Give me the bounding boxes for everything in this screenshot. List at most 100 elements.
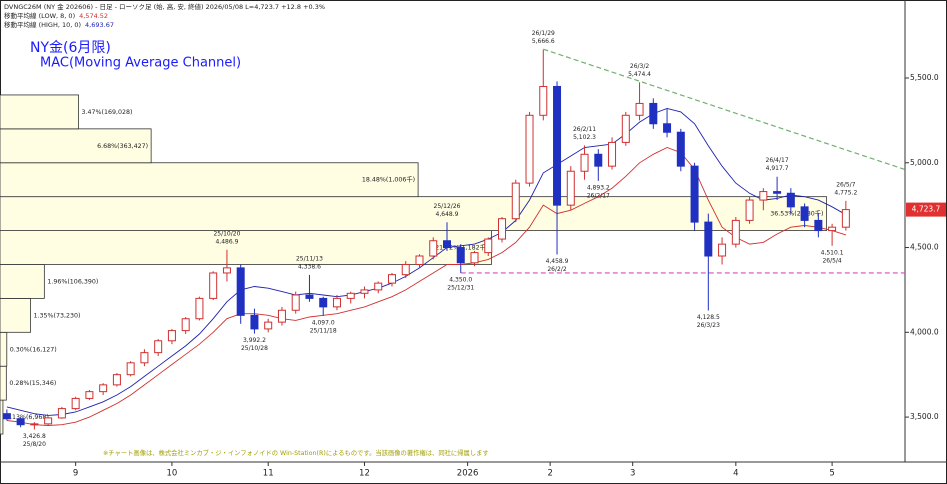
- candle-body: [759, 191, 768, 201]
- candle-body: [181, 318, 190, 332]
- volume-bar: [0, 196, 827, 231]
- candle-body: [2, 413, 11, 420]
- candle-body: [71, 397, 80, 410]
- candle-body: [305, 294, 314, 299]
- candle-body: [731, 219, 740, 245]
- candle-body: [99, 384, 108, 393]
- candle-body: [250, 314, 259, 330]
- annotation-value: 4,775.2: [834, 189, 857, 196]
- annotation-date: 25/10/20: [213, 230, 240, 237]
- candle-body: [718, 243, 727, 257]
- candle-body: [126, 362, 135, 376]
- volume-bar: [0, 365, 7, 401]
- x-tick-label: 2026: [457, 469, 479, 479]
- chart-title: NY金(6月限): [30, 40, 111, 56]
- candle-body: [264, 321, 273, 330]
- candle-body: [553, 85, 562, 206]
- candle-body: [621, 114, 630, 143]
- legend-value: 4,574.52: [79, 12, 108, 20]
- volume-bar: [0, 162, 419, 198]
- candle-body: [195, 297, 204, 320]
- candle-body: [291, 294, 300, 311]
- candle-body: [786, 192, 795, 208]
- y-tick-label: 4,000.0: [910, 327, 939, 336]
- candle-body: [222, 267, 231, 274]
- annotation-value: 4,458.9: [546, 258, 569, 265]
- annotation-date: 25/11/13: [296, 255, 323, 262]
- legend-entry: 移動平均線 (HIGH, 10, 0) 4,693.67: [4, 20, 114, 29]
- candle-body: [511, 182, 520, 220]
- candle-body: [566, 170, 575, 206]
- volume-label: 0.13%(6,968): [6, 414, 49, 421]
- annotation-date: 26/5/7: [836, 181, 855, 188]
- candle-body: [209, 272, 218, 299]
- annotation-value: 4,510.1: [821, 249, 844, 256]
- candle-body: [649, 102, 658, 125]
- header: DVNGC26M (NY 金 202606) - 日足 - ローソク足 (始, …: [4, 2, 325, 11]
- ma-line: [6, 108, 847, 416]
- x-tick-label: 9: [73, 469, 78, 479]
- candle-body: [16, 418, 25, 426]
- candle-body: [429, 240, 438, 257]
- candle-body: [456, 247, 465, 264]
- annotation-value: 4,350.0: [449, 276, 472, 283]
- annotation-value: 3,992.2: [243, 337, 266, 344]
- candle-body: [360, 289, 369, 294]
- candle-body: [539, 85, 548, 116]
- annotation-date: 26/4/17: [766, 157, 789, 164]
- volume-bar: [0, 94, 79, 130]
- candle-body: [236, 267, 245, 316]
- annotation-date: 26/2/11: [573, 126, 596, 133]
- candle-body: [841, 209, 850, 228]
- annotation-value: 4,893.2: [587, 184, 610, 191]
- candle-body: [635, 102, 644, 116]
- annotation-date: 25/11/18: [310, 327, 337, 334]
- legend-entry: 移動平均線 (LOW, 8, 0) 4,574.52: [4, 11, 108, 20]
- annotation-value: 4,338.6: [298, 263, 321, 270]
- annotation-date: 26/2/17: [587, 192, 610, 199]
- volume-bar: [0, 399, 4, 435]
- candle-body: [85, 391, 94, 399]
- candle-body: [828, 226, 837, 232]
- volume-label: 0.28%(15,346): [9, 380, 56, 387]
- annotation-value: 4,486.9: [215, 238, 238, 245]
- x-tick-label: 11: [263, 469, 274, 479]
- y-tick-label: 5,500.0: [910, 73, 939, 82]
- candle-body: [319, 297, 328, 308]
- volume-label: 21.72%(1,182千): [435, 243, 488, 252]
- candle-body: [470, 252, 479, 264]
- volume-label: 1.35%(73,230): [34, 312, 81, 319]
- volume-bar: [0, 264, 45, 299]
- candle-body: [442, 240, 451, 249]
- annotation-date: 26/5/4: [822, 257, 841, 264]
- annotation-date: 26/2/2: [547, 266, 566, 273]
- y-tick-label: 4,500.0: [910, 243, 939, 252]
- annotation-value: 5,474.4: [628, 71, 651, 78]
- volume-label: 6.68%(363,427): [97, 143, 148, 150]
- candle-body: [773, 191, 782, 194]
- annotation-date: 25/12/31: [447, 284, 474, 291]
- candle-body: [745, 199, 754, 221]
- footnote: ※チャート画像は、株式会社ミンカブ・ジ・インフォノイドの Win-Station…: [103, 448, 489, 457]
- x-tick-label: 3: [630, 469, 635, 479]
- candle-body: [57, 408, 66, 419]
- ma-line: [6, 147, 847, 426]
- candle-body: [608, 141, 617, 167]
- candle-body: [498, 218, 507, 240]
- annotation-value: 5,666.6: [532, 38, 555, 45]
- volume-bar: [0, 128, 152, 164]
- annotation-value: 4,648.9: [436, 211, 459, 218]
- candle-body: [676, 131, 685, 167]
- annotation-date: 25/10/28: [241, 345, 268, 352]
- candle-body: [525, 114, 534, 184]
- candle-body: [704, 221, 713, 257]
- candle-body: [594, 153, 603, 167]
- candle-body: [401, 263, 410, 276]
- annotation-value: 3,426.8: [23, 433, 46, 440]
- candle-body: [663, 123, 672, 133]
- candle-body: [167, 330, 176, 342]
- candle-body: [484, 238, 493, 254]
- candle-body: [30, 423, 39, 426]
- volume-label: 36.53%(2,480千): [770, 209, 823, 218]
